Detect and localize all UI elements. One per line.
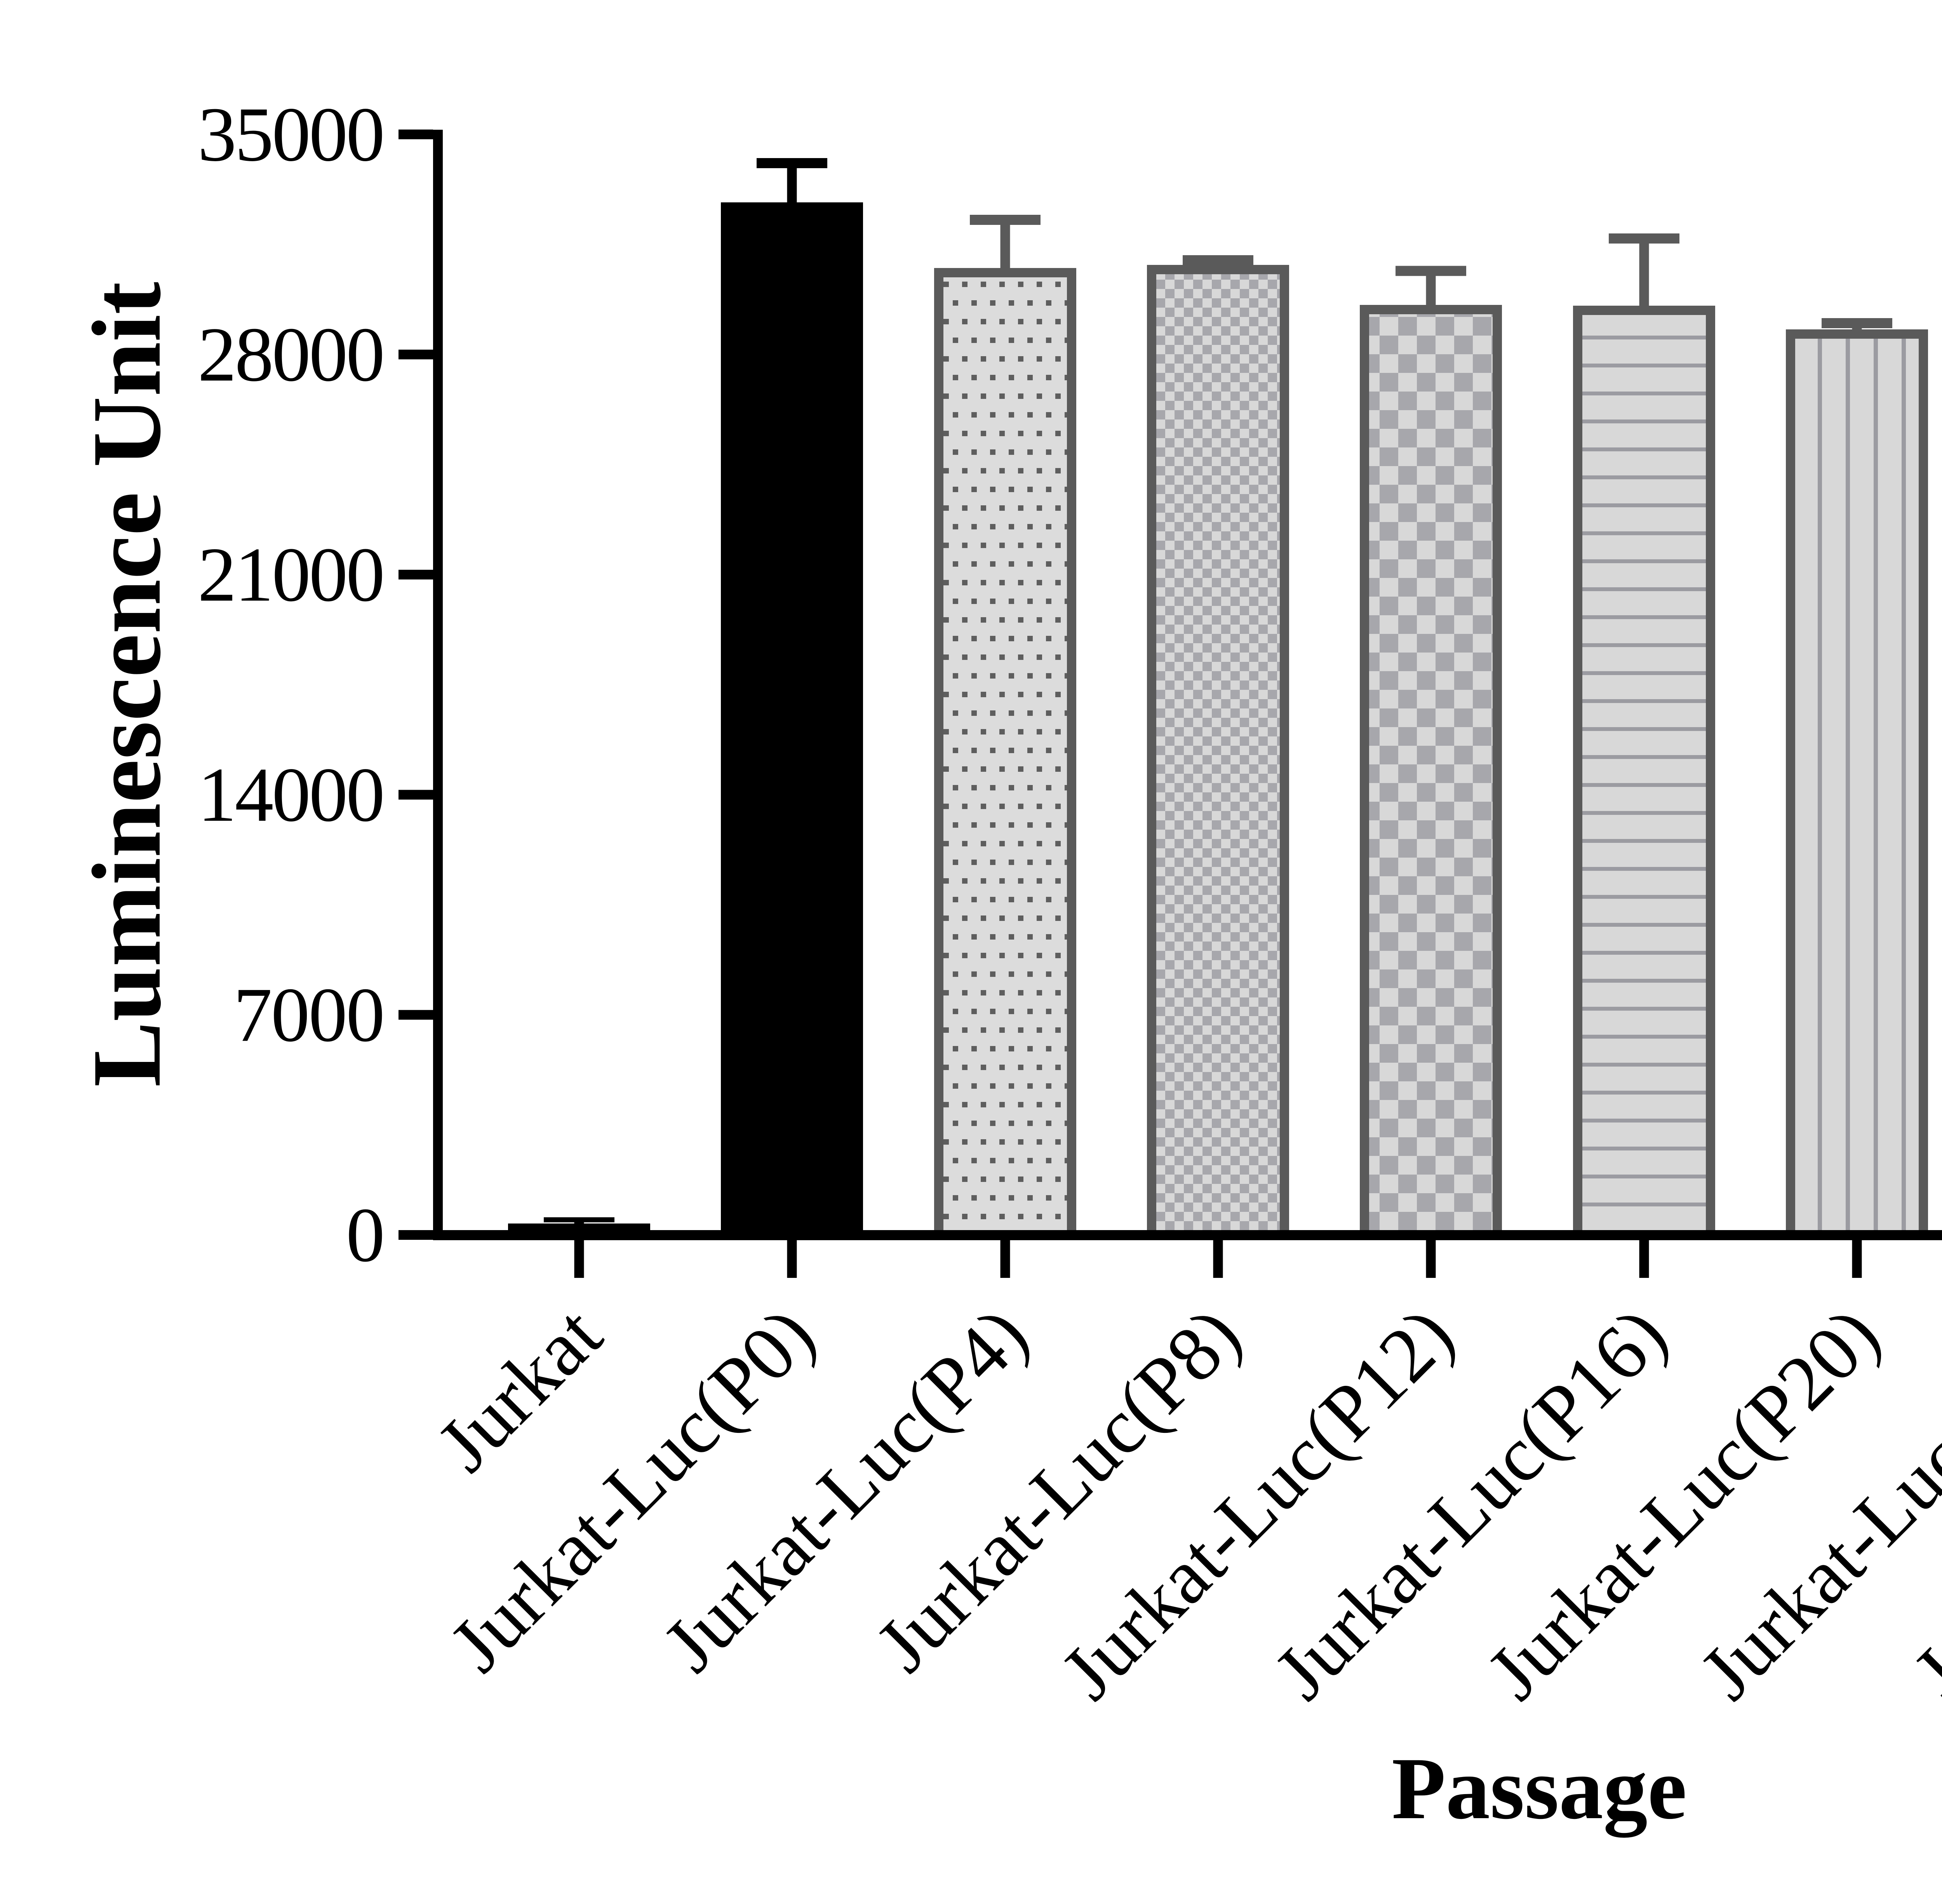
svg-text:35000: 35000 [198,92,385,178]
svg-text:21000: 21000 [198,532,385,618]
svg-text:Passage: Passage [1392,1740,1687,1838]
svg-text:Luminescence Unit: Luminescence Unit [72,282,181,1087]
svg-text:28000: 28000 [198,312,385,398]
svg-text:7000: 7000 [233,972,385,1058]
svg-text:0: 0 [346,1192,385,1278]
svg-text:14000: 14000 [198,752,385,838]
